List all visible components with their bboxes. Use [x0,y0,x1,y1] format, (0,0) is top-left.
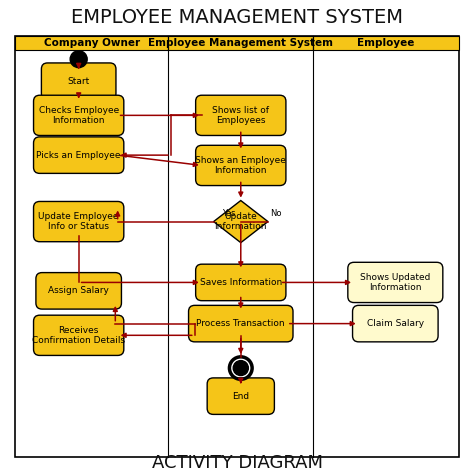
FancyBboxPatch shape [196,264,286,301]
Text: Assign Salary: Assign Salary [48,286,109,295]
Text: Shows list of
Employees: Shows list of Employees [212,106,269,125]
Text: Receives
Confirmation Details: Receives Confirmation Details [32,326,125,345]
Text: Yes: Yes [222,209,236,218]
FancyBboxPatch shape [353,305,438,342]
Polygon shape [214,201,268,243]
Text: Saves Information: Saves Information [200,278,282,287]
Text: Claim Salary: Claim Salary [367,319,424,328]
FancyBboxPatch shape [34,315,124,356]
Circle shape [233,361,248,375]
Text: No: No [270,209,282,218]
FancyBboxPatch shape [348,262,443,302]
FancyBboxPatch shape [196,146,286,185]
FancyBboxPatch shape [168,36,313,50]
FancyBboxPatch shape [207,378,274,414]
FancyBboxPatch shape [313,36,459,50]
Text: Update
Information: Update Information [215,212,267,231]
Text: EMPLOYEE MANAGEMENT SYSTEM: EMPLOYEE MANAGEMENT SYSTEM [71,8,403,27]
FancyBboxPatch shape [196,95,286,136]
Text: Company Owner: Company Owner [44,38,140,48]
Text: Shows Updated
Information: Shows Updated Information [360,273,430,292]
Text: Checks Employee
Information: Checks Employee Information [38,106,119,125]
Text: Process Transaction: Process Transaction [196,319,285,328]
FancyBboxPatch shape [34,95,124,136]
Text: ACTIVITY DIAGRAM: ACTIVITY DIAGRAM [152,454,322,472]
Text: Picks an Employee: Picks an Employee [36,151,121,160]
Text: Employee Management System: Employee Management System [148,38,333,48]
FancyBboxPatch shape [41,63,116,100]
Text: Shows an Employee
Information: Shows an Employee Information [195,156,286,175]
FancyBboxPatch shape [34,201,124,242]
FancyBboxPatch shape [34,137,124,173]
Circle shape [70,51,87,68]
FancyBboxPatch shape [15,36,168,50]
Text: End: End [232,392,249,401]
Text: Start: Start [68,77,90,86]
FancyBboxPatch shape [36,273,121,309]
Text: Update Employee
Info or Status: Update Employee Info or Status [38,212,119,231]
FancyBboxPatch shape [189,305,293,342]
Text: Employee: Employee [357,38,415,48]
